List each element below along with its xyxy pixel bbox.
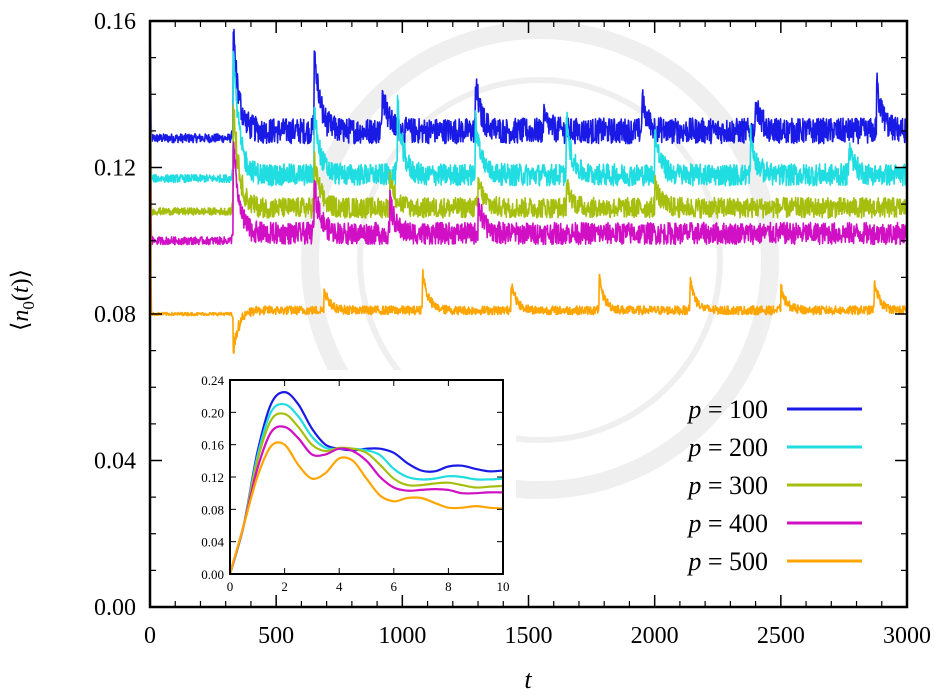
- inset-series-line-2: [228, 402, 504, 575]
- inset-x-tick-label: 10: [497, 579, 510, 594]
- y-axis-label: ⟨n0(t)⟩: [8, 269, 38, 331]
- main-series-line-1: [149, 20, 908, 145]
- inset-x-tick-label: 8: [445, 579, 452, 594]
- inset-series-line-5: [228, 441, 504, 575]
- x-tick-label: 500: [258, 623, 294, 649]
- legend-label: p = 300: [686, 471, 768, 500]
- inset-series-line-3: [228, 412, 504, 575]
- x-tick-label: 3000: [883, 623, 931, 649]
- inset-x-tick-label: 2: [281, 579, 288, 594]
- legend-label: p = 100: [686, 395, 768, 424]
- inset-x-tick-label: 0: [227, 579, 234, 594]
- inset-series-line-1: [228, 390, 504, 575]
- inset-series-line-4: [228, 425, 504, 575]
- y-tick-label: 0.12: [94, 156, 136, 182]
- inset-y-tick-label: 0.00: [201, 567, 224, 582]
- inset-y-tick-label: 0.16: [201, 438, 224, 453]
- inset-background: [176, 370, 516, 596]
- inset-y-tick-label: 0.12: [201, 470, 224, 485]
- inset-y-tick-label: 0.04: [201, 535, 224, 550]
- x-tick-label: 2000: [631, 623, 679, 649]
- legend-label: p = 200: [686, 433, 768, 462]
- inset-y-tick-label: 0.24: [201, 373, 224, 388]
- main-axes: 0 500 1000 1500 2000 2500 3000 0.00 0.04 0.08 0.12…: [94, 9, 931, 649]
- y-tick-label: 0.16: [94, 9, 136, 35]
- y-tick-label: 0.08: [94, 302, 136, 328]
- x-tick-label: 1000: [378, 623, 426, 649]
- inset-y-tick-label: 0.20: [201, 405, 224, 420]
- inset-axes: 0 2 4 6 8 10 0.00 0.04 0.08 0.12 0.16 0.20 0.24: [201, 373, 509, 594]
- inset-x-tick-label: 4: [336, 579, 343, 594]
- legend: p = 100 p = 200 p = 300 p = 400 p = 500: [686, 395, 862, 576]
- watermark-seal: [301, 21, 779, 499]
- x-tick-label: 1500: [505, 623, 553, 649]
- x-tick-label: 2500: [757, 623, 805, 649]
- inset-y-tick-label: 0.08: [201, 502, 224, 517]
- main-series-line-5: [149, 21, 908, 354]
- y-tick-label: 0.00: [94, 595, 136, 621]
- main-plot-lines: [149, 20, 908, 354]
- x-tick-label: 0: [144, 623, 156, 649]
- main-series-line-2: [149, 24, 908, 187]
- inset-x-tick-label: 6: [391, 579, 398, 594]
- main-series-line-3: [149, 22, 908, 219]
- x-axis-label: t: [524, 665, 532, 694]
- legend-label: p = 400: [686, 509, 768, 538]
- inset-plot-lines: [228, 390, 504, 575]
- legend-label: p = 500: [686, 547, 768, 576]
- main-series-line-4: [149, 21, 908, 246]
- y-tick-label: 0.04: [94, 449, 136, 475]
